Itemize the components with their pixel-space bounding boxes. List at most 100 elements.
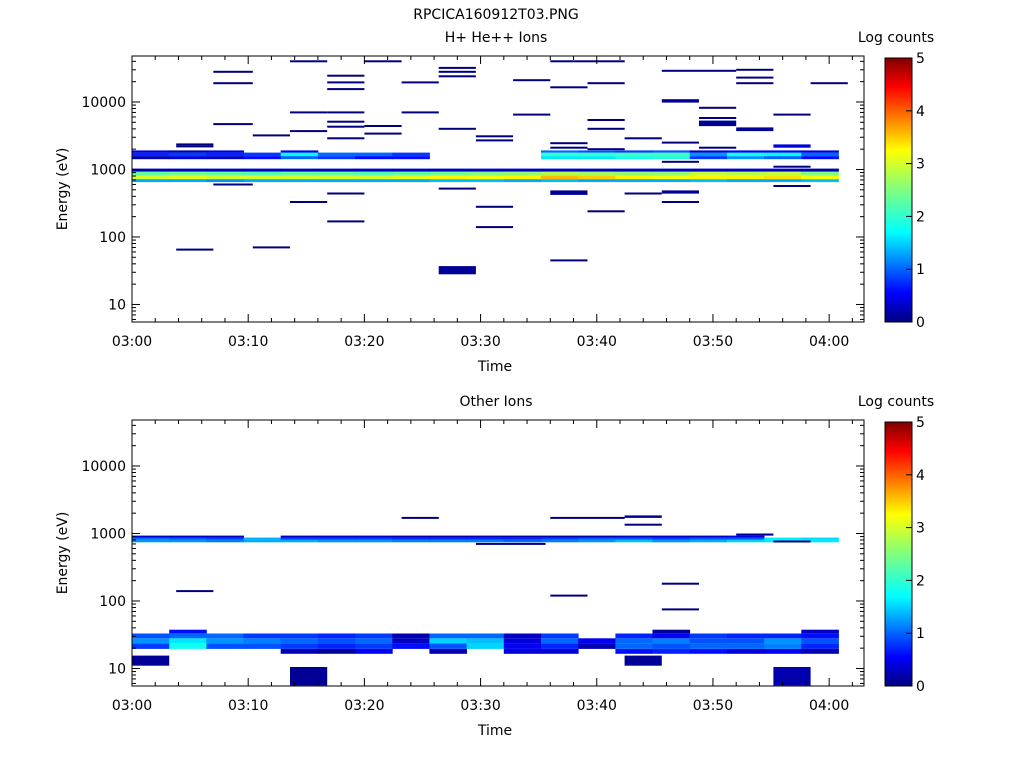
heatmap-cell	[280, 638, 319, 644]
x-axis-label: Time	[477, 723, 512, 739]
panel-other-ions: Other Ions 03:00 03:10 03:20 03:30 03:40 03:5…	[55, 394, 934, 739]
heatmap-cell	[392, 638, 430, 644]
heatmap-cell	[206, 150, 244, 153]
panel-title: Other Ions	[459, 394, 532, 410]
heatmap-cell	[392, 156, 430, 160]
heatmap-cell	[726, 179, 765, 183]
heatmap-cell	[503, 643, 542, 649]
heatmap-cell	[736, 82, 774, 85]
heatmap-cell	[327, 125, 365, 128]
heatmap-cell	[550, 594, 588, 597]
heatmap-cell	[213, 82, 253, 85]
heatmap-cell	[764, 156, 802, 160]
heatmap-cell	[176, 143, 214, 146]
y-tick-label: 1000	[90, 526, 126, 542]
heatmap-cell	[578, 179, 616, 183]
heatmap-cell	[550, 146, 588, 149]
heatmap-cell	[689, 633, 728, 639]
heatmap-cell	[429, 179, 467, 183]
heatmap-cell	[466, 168, 505, 172]
heatmap-cell	[550, 516, 625, 519]
heatmap-cell	[243, 171, 282, 176]
heatmap-cell	[587, 210, 625, 213]
heatmap-cell	[587, 119, 625, 121]
heatmap-cell	[726, 643, 765, 649]
heatmap-cells	[132, 515, 839, 686]
heatmap-cell	[438, 187, 476, 190]
heatmap-cell	[327, 220, 365, 223]
plot-frame	[131, 55, 865, 323]
heatmap-cell	[726, 152, 765, 157]
heatmap-cell	[661, 201, 699, 203]
heatmap-cell	[661, 99, 699, 103]
heatmap-cell	[169, 152, 207, 157]
y-tick-label: 1000	[90, 162, 126, 178]
heatmap-cell	[652, 171, 691, 176]
heatmap-cell	[736, 76, 774, 79]
colorbar-tick-label: 5	[916, 415, 925, 431]
heatmap-cell	[132, 537, 170, 540]
heatmap-cell	[661, 582, 699, 585]
heatmap-cell	[689, 643, 728, 649]
heatmap-cell	[578, 156, 616, 160]
heatmap-cell	[503, 168, 542, 172]
heatmap-cell	[578, 150, 616, 153]
heatmap-cell	[355, 535, 393, 538]
heatmap-cell	[466, 171, 505, 176]
heatmap-cell	[689, 539, 728, 543]
heatmap-cell	[801, 537, 839, 540]
heatmap-cell	[578, 539, 616, 543]
heatmap-cell	[169, 643, 207, 649]
heatmap-cell	[773, 165, 811, 168]
heatmap-cell	[541, 156, 579, 160]
heatmap-cell	[578, 152, 616, 157]
heatmap-cell	[176, 145, 214, 148]
heatmap-cell	[392, 171, 430, 176]
heatmap-cell	[624, 523, 662, 526]
heatmap-cell	[169, 535, 207, 538]
heatmap-cell	[764, 537, 802, 540]
heatmap-cell	[615, 171, 653, 176]
heatmap-cell	[578, 535, 616, 538]
heatmap-cell	[801, 152, 839, 157]
colorbar-tick-label: 1	[916, 626, 925, 642]
heatmap-cell	[317, 175, 356, 180]
colorbar-tick-label: 4	[916, 104, 925, 120]
heatmap-cell	[503, 179, 542, 183]
colorbar-tick-label: 4	[916, 468, 925, 484]
heatmap-cell	[773, 185, 811, 187]
heatmap-cell	[513, 113, 551, 116]
heatmap-cell	[652, 643, 691, 649]
heatmap-cell	[541, 537, 579, 540]
heatmap-cell	[213, 123, 253, 126]
heatmap-cell	[699, 106, 737, 109]
heatmap-cell	[801, 539, 839, 543]
heatmap-cell	[213, 70, 253, 73]
y-tick-label: 10000	[81, 459, 126, 475]
heatmap-cell	[503, 175, 542, 180]
heatmap-cell	[615, 168, 653, 172]
heatmap-cell	[438, 70, 476, 73]
heatmap-cell	[550, 259, 588, 262]
heatmap-cell	[578, 168, 616, 172]
heatmap-cell	[169, 633, 207, 639]
heatmap-cell	[661, 141, 699, 144]
heatmap-cell	[652, 175, 691, 180]
heatmap-cell	[252, 246, 290, 249]
heatmap-cell	[726, 156, 765, 160]
heatmap-cell	[280, 648, 319, 654]
heatmap-cell	[317, 648, 356, 654]
x-tick-label: 03:30	[460, 698, 500, 714]
heatmap-cell	[550, 60, 588, 63]
heatmap-cell	[764, 150, 802, 153]
heatmap-cell	[541, 152, 579, 157]
heatmap-cell	[541, 539, 579, 543]
heatmap-cell	[466, 535, 505, 538]
x-tick-label: 03:30	[460, 334, 500, 350]
heatmap-cell	[541, 638, 579, 644]
heatmap-cell	[587, 127, 625, 130]
heatmap-cell	[726, 168, 765, 172]
heatmap-cell	[429, 633, 467, 639]
heatmap-cell	[280, 643, 319, 649]
heatmap-cell	[689, 152, 728, 157]
